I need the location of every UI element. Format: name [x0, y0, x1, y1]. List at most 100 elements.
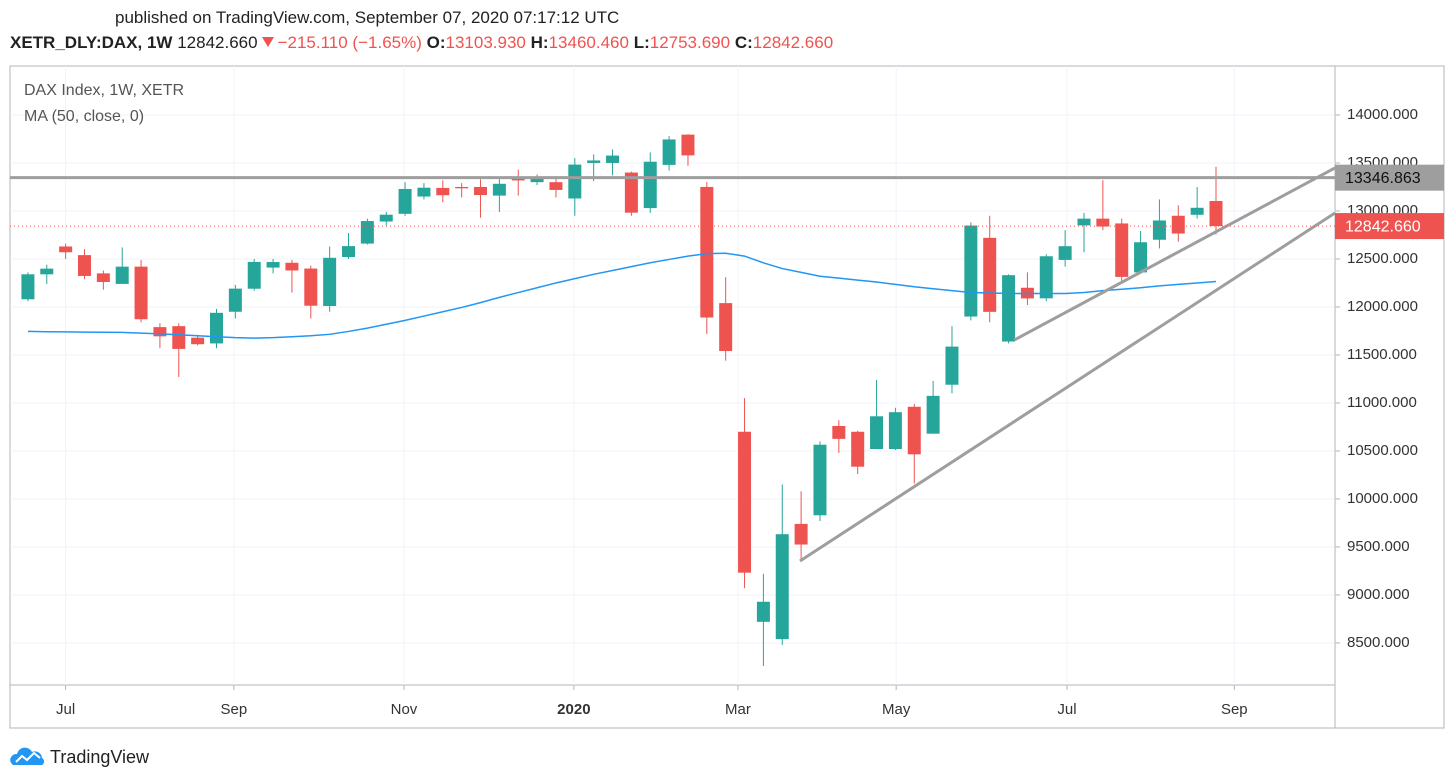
- change: −215.110 (−1.65%): [277, 33, 422, 52]
- candle-body: [926, 395, 940, 434]
- candle-body: [210, 312, 224, 344]
- candle-body: [77, 255, 91, 276]
- candle-body: [756, 601, 770, 622]
- candle-body: [1209, 200, 1223, 227]
- candle-body: [945, 346, 959, 385]
- legend-title: DAX Index, 1W, XETR: [24, 82, 184, 99]
- candle-body: [40, 268, 54, 275]
- candle-body: [492, 183, 506, 196]
- trendline: [1013, 166, 1335, 342]
- candle-body: [832, 425, 846, 439]
- candle-body: [436, 187, 450, 196]
- candle-body: [1171, 215, 1185, 234]
- candle-body: [417, 187, 431, 197]
- x-tick-label: Nov: [391, 701, 418, 718]
- c-value: 12842.660: [752, 33, 834, 52]
- candle-body: [775, 534, 789, 640]
- candle-body: [870, 416, 884, 450]
- trendline: [799, 211, 1335, 563]
- y-tick-label: 14000.000: [1347, 106, 1418, 123]
- candle-body: [983, 237, 997, 312]
- candle-body: [851, 431, 865, 467]
- legend-ma: MA (50, close, 0): [24, 108, 144, 125]
- last-price-box: [1335, 213, 1444, 240]
- candle-body: [21, 274, 35, 300]
- chart-frame: [9, 65, 1445, 729]
- y-tick-label: 10000.000: [1347, 490, 1418, 507]
- candle-body: [700, 186, 714, 318]
- candle-body: [59, 246, 73, 253]
- candle-body: [323, 257, 337, 306]
- candle-body: [360, 221, 374, 244]
- candle-body: [888, 412, 902, 450]
- h-value: 13460.460: [548, 33, 629, 52]
- y-tick-label: 10500.000: [1347, 442, 1418, 459]
- l-value: 12753.690: [649, 33, 731, 52]
- candle-body: [1115, 223, 1129, 277]
- candle-body: [304, 268, 318, 306]
- x-tick-label: May: [882, 701, 911, 718]
- candle-body: [247, 261, 261, 289]
- x-tick-label: Mar: [725, 701, 751, 718]
- candle-body: [643, 161, 657, 209]
- logo: [10, 747, 45, 765]
- candle-body: [342, 246, 356, 258]
- x-tick-label: 2020: [557, 701, 590, 718]
- candle-body: [474, 186, 488, 196]
- l-label: L:: [633, 33, 650, 52]
- candle-body: [1134, 242, 1148, 273]
- candle-body: [530, 178, 544, 183]
- hline-label: 13346.863: [1345, 170, 1421, 187]
- candle-body: [134, 266, 148, 320]
- candle-body: [794, 523, 808, 545]
- axes: 8500.000 9000.000 9500.000 10000.000 10500.0…: [56, 106, 1444, 718]
- candle-body: [379, 214, 393, 222]
- candle-body: [1096, 218, 1110, 227]
- o-value: 13103.930: [445, 33, 526, 52]
- candle-body: [1058, 246, 1072, 260]
- x-tick-label: Jul: [1057, 701, 1076, 718]
- published-note: published on TradingView.com, September …: [115, 8, 620, 27]
- x-tick-label: Sep: [220, 701, 247, 718]
- footer: TradingView: [10, 742, 149, 772]
- c-label: C:: [734, 33, 753, 52]
- candle-body: [172, 326, 186, 349]
- candle-body: [115, 266, 129, 284]
- chart: 8500.000 9000.000 9500.000 10000.000 10500.0…: [9, 65, 1445, 729]
- candle-body: [587, 160, 601, 163]
- x-tick-label: Jul: [56, 701, 75, 718]
- candle-body: [266, 262, 280, 268]
- candle-body: [455, 186, 469, 189]
- candle-body: [285, 262, 299, 271]
- y-tick-label: 11500.000: [1347, 346, 1417, 363]
- candle-body: [738, 431, 752, 573]
- candle-body: [1039, 256, 1053, 299]
- candle-body: [719, 303, 733, 352]
- down-arrow: [261, 37, 274, 47]
- y-tick-label: 11000.000: [1347, 394, 1417, 411]
- y-tick-label: 9000.000: [1347, 586, 1410, 603]
- last-price-label: 12842.660: [1345, 218, 1421, 235]
- symbol: XETR_DLY:DAX, 1W: [10, 33, 173, 52]
- last-value: 12842.660: [177, 33, 258, 52]
- o-label: O:: [426, 33, 446, 52]
- y-tick-label: 12500.000: [1347, 250, 1418, 267]
- candle-body: [191, 337, 205, 345]
- y-tick-label: 8500.000: [1347, 634, 1410, 651]
- candle-body: [228, 288, 242, 312]
- candle-body: [549, 182, 563, 190]
- candle-body: [964, 225, 978, 317]
- candle-body: [96, 273, 110, 282]
- candle-body: [662, 139, 676, 165]
- candle-body: [1077, 218, 1091, 226]
- candle-body: [568, 164, 582, 199]
- y-tick-label: 12000.000: [1347, 298, 1418, 315]
- candle-body: [1152, 220, 1166, 240]
- candle-body: [1190, 207, 1204, 215]
- x-tick-label: Sep: [1221, 701, 1248, 718]
- candle-body: [1002, 275, 1016, 342]
- candle-body: [813, 444, 827, 516]
- candle-body: [153, 327, 167, 337]
- h-label: H:: [530, 33, 549, 52]
